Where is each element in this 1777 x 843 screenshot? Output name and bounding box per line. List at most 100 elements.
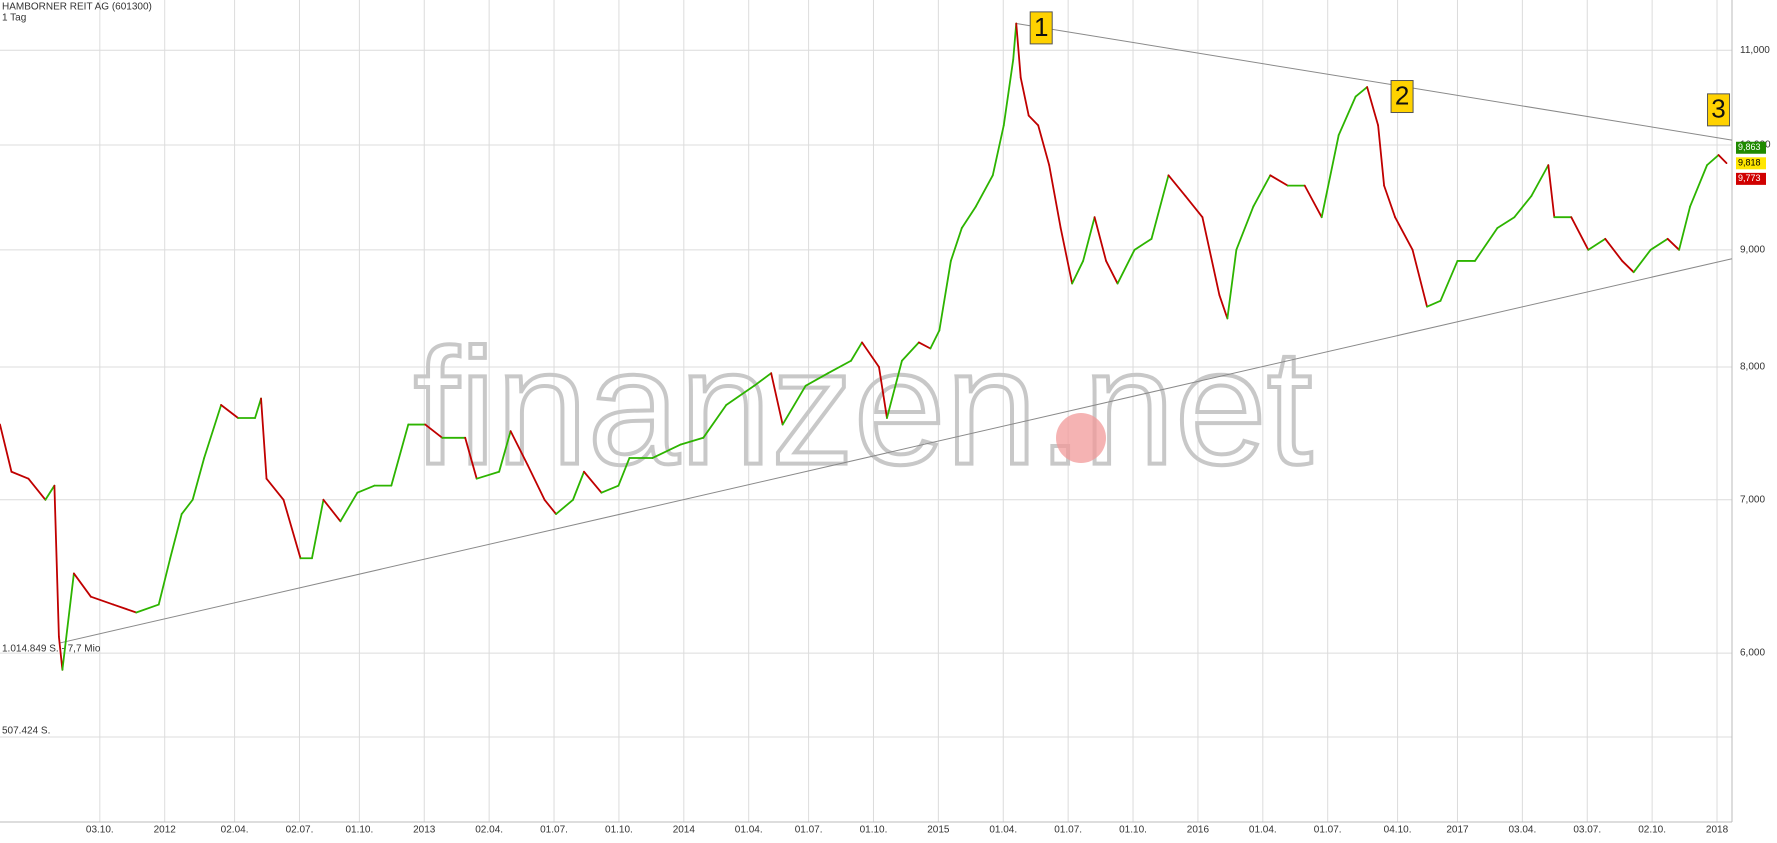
- price-segment: [1303, 184, 1323, 219]
- y-tick-label: 7,000: [1740, 494, 1765, 505]
- price-segment: [770, 372, 784, 426]
- price-segment: [1570, 216, 1590, 251]
- price-segment: [1218, 294, 1229, 320]
- price-segment: [555, 498, 574, 515]
- price-segment: [1377, 124, 1386, 187]
- price-segment: [44, 484, 56, 501]
- annotation-box: [1707, 93, 1731, 127]
- annotation-label: 3: [1711, 94, 1725, 124]
- price-segment: [1354, 86, 1369, 98]
- annotation-label: 1: [1034, 12, 1048, 42]
- price-segment: [1133, 237, 1153, 251]
- annotation-box: [1029, 11, 1053, 45]
- y-tick-label: 9,000: [1740, 244, 1765, 255]
- x-tick-label: 2017: [1446, 825, 1469, 836]
- trendline: [1016, 22, 1733, 141]
- price-segment: [191, 457, 206, 501]
- x-tick-label: 01.10.: [345, 825, 373, 836]
- price-segment: [918, 341, 932, 350]
- price-segment: [282, 498, 302, 560]
- x-tick-label: 02.04.: [475, 825, 503, 836]
- price-segment: [938, 260, 952, 332]
- price-segment: [974, 174, 994, 208]
- price-segment: [509, 430, 529, 466]
- price-segment: [827, 359, 852, 375]
- price-segment: [1666, 237, 1680, 251]
- price-segment: [1226, 248, 1238, 320]
- price-segment: [339, 491, 359, 523]
- x-tick-label: 02.07.: [286, 825, 314, 836]
- x-tick-label: 03.04.: [1508, 825, 1536, 836]
- price-segment: [1167, 174, 1187, 197]
- price-segment: [1474, 227, 1499, 262]
- price-segment: [651, 443, 682, 459]
- price-segment: [27, 477, 47, 501]
- price-segment: [498, 430, 512, 473]
- price-segment: [1037, 124, 1051, 167]
- price-segment: [260, 397, 268, 480]
- x-tick-label: 01.10.: [860, 825, 888, 836]
- price-segment: [1320, 134, 1340, 219]
- x-tick-label: 01.04.: [735, 825, 763, 836]
- grid: [0, 0, 1732, 822]
- price-segment: [1150, 174, 1170, 240]
- price-segment: [960, 205, 977, 229]
- price-segment: [72, 572, 92, 598]
- price-segment: [89, 595, 115, 606]
- x-tick-label: 01.04.: [989, 825, 1017, 836]
- price-segment: [1012, 22, 1018, 61]
- x-tick-label: 01.07.: [795, 825, 823, 836]
- price-segment: [781, 384, 807, 426]
- price-segment: [1019, 76, 1030, 117]
- annotation-label: 2: [1395, 80, 1409, 110]
- price-segment: [526, 463, 546, 501]
- x-tick-label: 01.10.: [1119, 825, 1147, 836]
- price-segment: [1184, 195, 1204, 219]
- x-tick-label: 01.07.: [1054, 825, 1082, 836]
- price-segment: [1649, 237, 1669, 251]
- price-segment: [475, 470, 501, 480]
- price-segment: [1269, 174, 1289, 187]
- price-segment: [1530, 164, 1550, 197]
- watermark: finanzen.net: [413, 315, 1312, 499]
- price-segment: [1513, 195, 1533, 219]
- price-segment: [804, 372, 829, 387]
- price-segment: [135, 603, 160, 614]
- price-segment: [1604, 237, 1624, 262]
- price-segment: [1015, 22, 1022, 79]
- price-segment: [1689, 164, 1708, 208]
- price-segment: [356, 484, 376, 494]
- price-segment: [1048, 164, 1062, 229]
- price-segment: [169, 513, 183, 560]
- price-segment: [1366, 86, 1380, 127]
- price-segment: [572, 470, 585, 501]
- price-segment: [617, 457, 631, 487]
- price-tag: [1736, 172, 1766, 185]
- price-segment: [600, 484, 620, 494]
- x-tick-label: 2012: [154, 825, 177, 836]
- price-segment: [679, 436, 705, 446]
- price-segment: [1337, 95, 1357, 137]
- price-segment: [1706, 154, 1720, 167]
- price-segment: [1678, 205, 1691, 251]
- price-segment: [1027, 114, 1040, 127]
- volume-label: 1.014.849 S. - 7,7 Mio: [2, 644, 101, 655]
- price-segment: [53, 484, 60, 638]
- price-segment: [1235, 205, 1255, 251]
- price-segment: [1394, 216, 1414, 251]
- price-segment: [1547, 164, 1556, 219]
- x-tick-label: 03.07.: [1573, 825, 1601, 836]
- price-segment: [702, 404, 728, 439]
- price-segment: [112, 603, 138, 614]
- price-segment: [861, 341, 880, 368]
- x-tick-label: 02.04.: [221, 825, 249, 836]
- price-segment: [1105, 260, 1119, 285]
- x-tick-label: 03.10.: [86, 825, 114, 836]
- price-tag-label: 9,863: [1738, 142, 1761, 152]
- x-tick-label: 01.07.: [1314, 825, 1342, 836]
- price-segment: [1587, 237, 1607, 251]
- price-segment: [61, 572, 75, 671]
- price-segment: [1632, 248, 1652, 274]
- price-segment: [543, 498, 557, 515]
- chart-subtitle: 1 Tag: [2, 13, 26, 24]
